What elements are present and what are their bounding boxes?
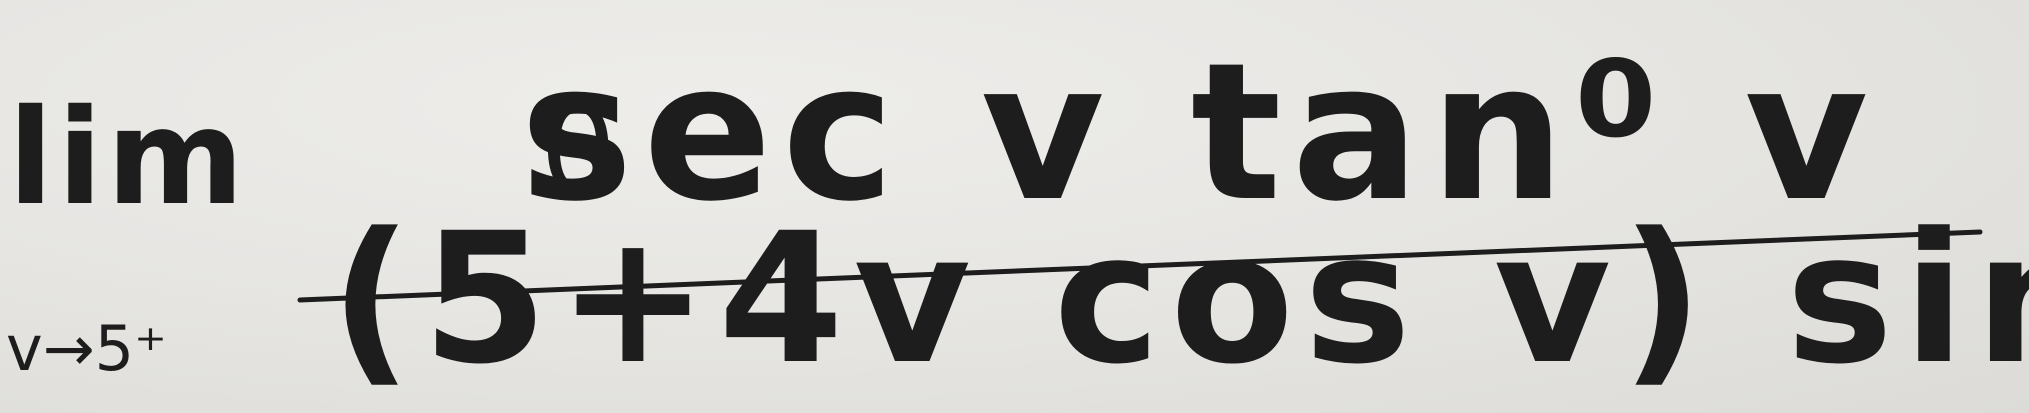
denominator-expression: (5+4v cos v) sin⁵ v <box>330 195 2029 404</box>
numerator-zero-mark: 0 <box>540 82 617 221</box>
fraction-line <box>297 229 1983 303</box>
limit-word: lim <box>8 81 249 235</box>
numerator-expression: sec v tan⁰ v <box>520 22 1879 243</box>
limit-subscript: v→5⁺ <box>6 312 167 385</box>
